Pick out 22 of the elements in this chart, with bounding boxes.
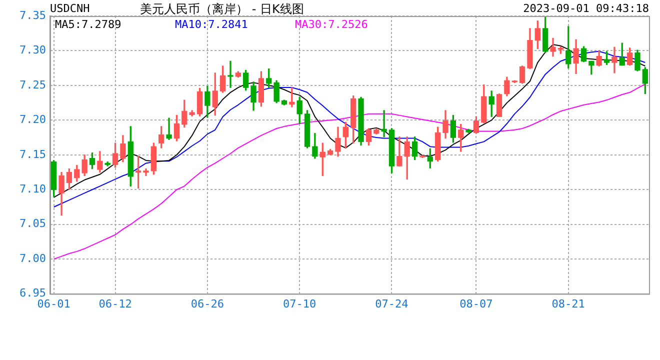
y-tick-label: 7.15 (20, 148, 46, 161)
y-tick-label: 6.95 (20, 286, 46, 300)
chart-title: 美元人民币（离岸） - 日K线图 (140, 1, 304, 18)
y-tick-label: 7.25 (20, 78, 46, 92)
text: MA30:7.2526 (295, 18, 368, 31)
x-tick-label: 06-26 (190, 297, 224, 310)
x-tick-label: 06-01 (37, 297, 70, 310)
x-tick-label: 08-07 (460, 297, 493, 310)
text: 2023-09-01 09:43:18 (523, 2, 649, 15)
text: MA5:7.2789 (55, 18, 122, 31)
text: MA10:7.2841 (175, 18, 248, 31)
x-tick-label: 06-12 (98, 297, 132, 310)
y-tick-label: 7.20 (20, 113, 46, 126)
y-tick-label: 7.00 (20, 252, 46, 265)
y-tick-label: 7.30 (20, 44, 46, 57)
x-tick-label: 07-24 (375, 297, 409, 310)
y-tick-label: 7.35 (20, 8, 46, 22)
y-tick-label: 7.10 (20, 182, 46, 196)
text: USDCNH (50, 2, 90, 15)
y-tick-label: 7.05 (20, 217, 46, 230)
x-tick-label: 07-10 (283, 297, 316, 310)
x-tick-label: 08-21 (552, 297, 585, 310)
